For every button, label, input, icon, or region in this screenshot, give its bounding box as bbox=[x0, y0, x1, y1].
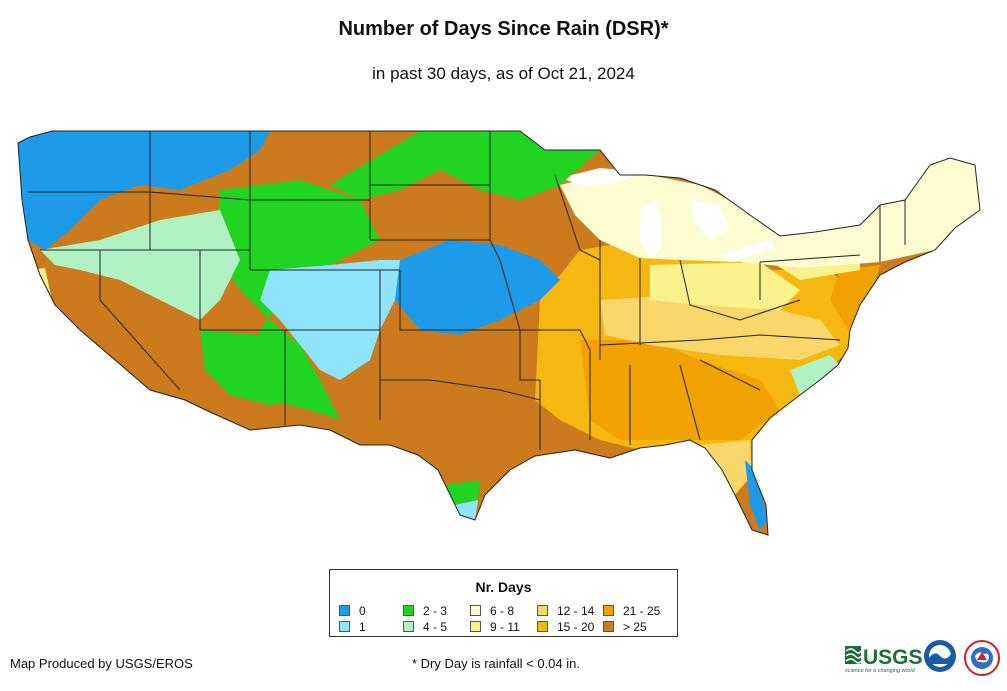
dsr-region-2-3-tx bbox=[445, 480, 480, 505]
dsr-region-4-5-west bbox=[40, 210, 240, 320]
dsr-region-0-pnw bbox=[18, 131, 270, 250]
legend-label: 12 - 14 bbox=[557, 604, 595, 618]
legend-swatch bbox=[339, 621, 350, 632]
legend-swatch bbox=[603, 605, 614, 616]
dry-day-footnote: * Dry Day is rainfall < 0.04 in. bbox=[412, 656, 580, 671]
legend-label: 6 - 8 bbox=[490, 604, 515, 618]
legend-swatch bbox=[603, 621, 614, 632]
legend: Nr. Days 0 1 2 - 3 4 - 5 6 - 8 9 - 11 12… bbox=[329, 569, 678, 637]
legend-item-12-14: 12 - 14 bbox=[537, 605, 594, 617]
legend-label: 0 bbox=[359, 604, 366, 618]
legend-title: Nr. Days bbox=[475, 579, 532, 595]
dsr-region-0-fl bbox=[745, 460, 768, 530]
legend-swatch bbox=[470, 605, 481, 616]
map-subtitle: in past 30 days, as of Oct 21, 2024 bbox=[372, 64, 635, 83]
legend-label: 2 - 3 bbox=[423, 604, 448, 618]
legend-item-21-25: 21 - 25 bbox=[603, 605, 660, 617]
usgs-logo: USGS science for a changing world bbox=[845, 646, 923, 674]
lake-michigan bbox=[640, 200, 662, 258]
legend-swatch bbox=[403, 605, 414, 616]
usgs-tagline: science for a changing world bbox=[845, 668, 916, 674]
legend-swatch bbox=[537, 605, 548, 616]
dsr-region-4-5-east bbox=[790, 355, 845, 395]
legend-label: 9 - 11 bbox=[490, 620, 520, 634]
us-dsr-map bbox=[17, 130, 981, 536]
map-title: Number of Days Since Rain (DSR)* bbox=[338, 18, 669, 40]
usgs-logo-text: USGS bbox=[863, 646, 923, 669]
state-boundaries bbox=[17, 130, 981, 536]
dsr-region-12-14-fl bbox=[700, 440, 752, 495]
legend-label: 1 bbox=[359, 620, 366, 634]
legend-label: 15 - 20 bbox=[557, 620, 595, 634]
dsr-region-2-3-nm bbox=[200, 330, 300, 405]
legend-item-9-11: 9 - 11 bbox=[470, 621, 520, 633]
legend-item-6-8: 6 - 8 bbox=[470, 605, 514, 617]
lake-huron bbox=[690, 200, 730, 240]
legend-item-4-5: 4 - 5 bbox=[403, 621, 447, 633]
dsr-region-12-14 bbox=[600, 295, 840, 360]
legend-swatch bbox=[403, 621, 414, 632]
dsr-region-2-3-north bbox=[330, 131, 600, 200]
legend-swatch bbox=[339, 605, 350, 616]
legend-item-15-20: 15 - 20 bbox=[537, 621, 594, 633]
dsr-region-9-11 bbox=[650, 262, 800, 310]
noaa-logo-icon bbox=[924, 640, 956, 672]
dsr-region-0-plains bbox=[395, 240, 560, 335]
legend-swatch bbox=[470, 621, 481, 632]
nws-logo-icon bbox=[964, 640, 1000, 676]
lake-erie bbox=[720, 240, 775, 262]
legend-label: 4 - 5 bbox=[423, 620, 448, 634]
legend-item-over-25: > 25 bbox=[603, 621, 647, 633]
legend-item-0: 0 bbox=[339, 605, 366, 617]
legend-label: > 25 bbox=[623, 620, 647, 634]
dsr-region-1-central bbox=[260, 260, 400, 380]
legend-item-1: 1 bbox=[339, 621, 366, 633]
legend-item-2-3: 2 - 3 bbox=[403, 605, 447, 617]
dsr-region-21-25-ne bbox=[830, 265, 880, 330]
agency-logos: USGS science for a changing world bbox=[845, 640, 1000, 676]
dsr-region-6-8 bbox=[560, 158, 980, 268]
legend-swatch bbox=[537, 621, 548, 632]
map-credit: Map Produced by USGS/EROS bbox=[10, 656, 193, 671]
legend-label: 21 - 25 bbox=[623, 604, 661, 618]
